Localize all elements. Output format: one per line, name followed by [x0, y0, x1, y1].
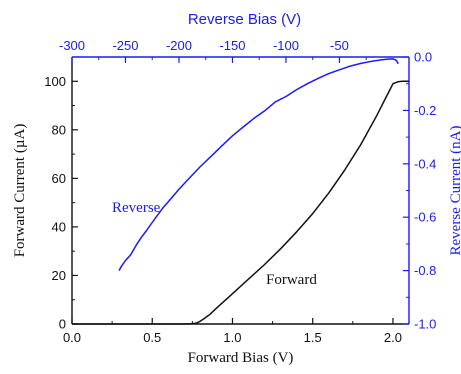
left-tick-label: 20: [52, 268, 66, 283]
left-tick-label: 80: [52, 122, 66, 137]
right-tick-label: -0.8: [414, 263, 436, 278]
left-tick-label: 0: [59, 317, 66, 332]
series-line-reverse: [118, 58, 399, 271]
labels-layer: 0.0 0.5 1.0 1.5 2.0 0 20 40 60 80 100 -300 -250 -200 -…: [12, 11, 461, 366]
top-tick-label: -300: [59, 38, 85, 53]
top-tick-label: -250: [112, 38, 138, 53]
right-tick-label: 0.0: [414, 50, 432, 65]
bottom-axis-title: Forward Bias (V): [188, 350, 294, 366]
right-tick-label: -1.0: [414, 317, 436, 332]
top-tick-label: -150: [219, 38, 245, 53]
top-tick-label: -50: [330, 38, 349, 53]
right-axis-title: Reverse Current (nA): [448, 126, 461, 256]
left-tick-label: 60: [52, 171, 66, 186]
reverse-annotation: Reverse: [112, 200, 161, 216]
left-tick-label: 100: [44, 74, 66, 89]
bottom-tick-label: 2.0: [384, 330, 402, 345]
series-line-forward: [72, 80, 409, 325]
left-axis-title: Forward Current (µA): [12, 124, 28, 258]
axes-layer: [71, 56, 410, 325]
right-tick-label: -0.2: [414, 103, 436, 118]
right-tick-label: -0.6: [414, 210, 436, 225]
bottom-tick-label: 1.0: [223, 330, 241, 345]
top-tick-label: -100: [273, 38, 299, 53]
left-tick-label: 40: [52, 219, 66, 234]
bottom-tick-label: 0.5: [143, 330, 161, 345]
bottom-tick-label: 0.0: [63, 330, 81, 345]
right-tick-label: -0.4: [414, 156, 436, 171]
series-layer: [72, 58, 409, 325]
forward-annotation: Forward: [266, 272, 317, 288]
bottom-tick-label: 1.5: [304, 330, 322, 345]
top-axis-title: Reverse Bias (V): [188, 11, 301, 28]
top-tick-label: -200: [166, 38, 192, 53]
